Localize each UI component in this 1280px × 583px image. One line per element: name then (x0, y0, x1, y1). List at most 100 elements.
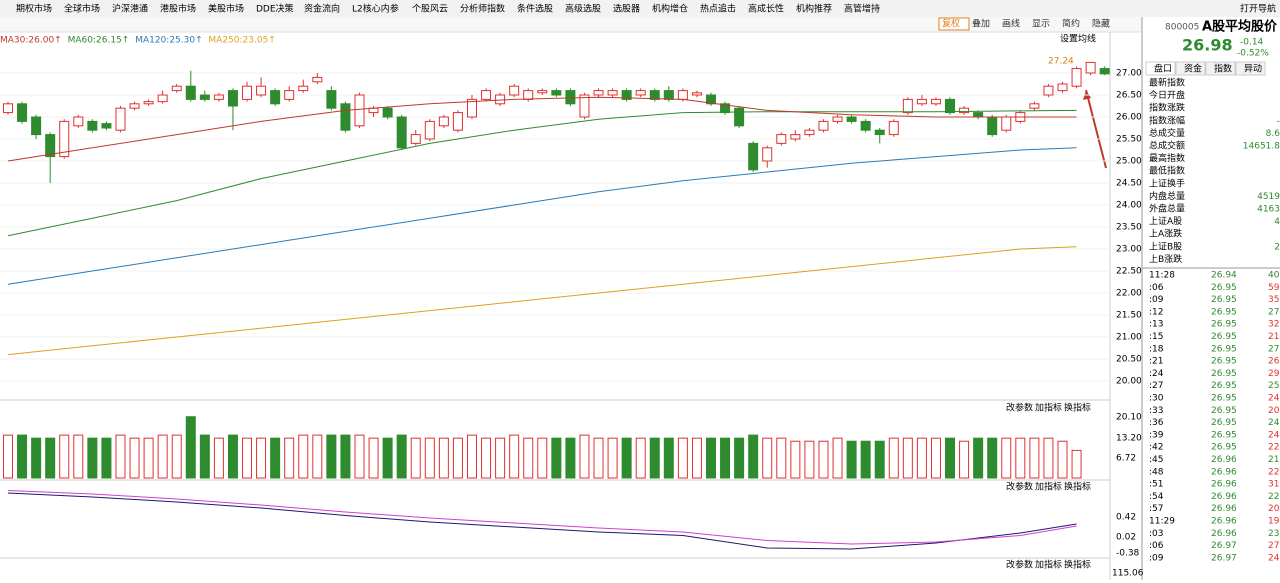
tab[interactable] (1145, 61, 1176, 76)
menu-item[interactable]: 选股器 (613, 3, 640, 15)
toolbar-button[interactable]: 显示 (1032, 19, 1050, 30)
tab-label[interactable]: 盘口 (1154, 63, 1172, 75)
macd-line (7, 490, 1077, 545)
ma-line (7, 246, 1077, 356)
volume-bar (115, 434, 126, 479)
menu-item[interactable]: 资金流向 (304, 3, 340, 15)
candle-body (382, 107, 393, 118)
menu-item[interactable]: 高管增持 (844, 3, 880, 15)
tab[interactable] (1235, 61, 1266, 76)
menu-item[interactable]: 港股市场 (160, 3, 196, 15)
volume-bar (284, 437, 295, 479)
toolbar-button[interactable]: 隐藏 (1092, 18, 1110, 30)
volume-bar (677, 437, 688, 479)
tab[interactable] (1205, 61, 1236, 76)
menu-item[interactable]: 高级选股 (565, 3, 601, 15)
tick-price: 26.96 (1211, 529, 1237, 539)
panel-button[interactable]: 加指标 (1035, 559, 1062, 571)
menu-item[interactable]: 高成长性 (748, 3, 784, 15)
volume-bar (199, 434, 210, 479)
menu-item[interactable]: 沪深港通 (112, 3, 148, 15)
tab[interactable] (1175, 61, 1206, 76)
menu-item[interactable]: 机构增仓 (652, 3, 688, 15)
info-label: 指数涨幅 (1149, 114, 1185, 126)
tick-volume: 209 (1268, 406, 1280, 416)
volume-bar (874, 440, 885, 479)
panel-button[interactable]: 换指标 (1064, 402, 1091, 414)
quote-price: 26.98 (1182, 36, 1233, 55)
menu-item[interactable]: 条件选股 (517, 3, 553, 15)
candle-body (73, 116, 84, 127)
price-label: 24.00 (1116, 201, 1142, 211)
volume-bar (720, 437, 731, 479)
tick-price: 26.96 (1211, 492, 1237, 502)
candle-body (959, 107, 970, 114)
toolbar-button[interactable]: 简约 (1062, 18, 1080, 30)
candle-body (284, 90, 295, 100)
panel-button[interactable]: 改参数 (1006, 559, 1033, 571)
tick-time: :03 (1149, 529, 1163, 539)
tab-label[interactable]: 资金 (1184, 63, 1202, 75)
tick-time: :51 (1149, 480, 1163, 490)
volume-bar (790, 440, 801, 479)
tick-time: :27 (1149, 381, 1163, 391)
volume-label: 20.10 (1116, 413, 1142, 423)
panel-button[interactable]: 换指标 (1064, 481, 1091, 493)
quote-change: -0.14 (1240, 38, 1264, 48)
toolbar-button[interactable]: 画线 (1002, 18, 1020, 30)
candle-body (495, 94, 506, 105)
volume-bar (354, 434, 365, 479)
info-label: 上B涨跌 (1149, 254, 1182, 265)
volume-bar (438, 437, 449, 479)
menu-item[interactable]: 机构推荐 (796, 3, 832, 15)
menu-item[interactable]: 全球市场 (64, 3, 100, 15)
toolbar-button[interactable]: 复权 (942, 18, 960, 30)
info-label: 上A涨跌 (1149, 229, 1182, 240)
menu-item[interactable]: 个股风云 (412, 4, 448, 15)
volume-bar (3, 434, 13, 479)
price-label: 22.50 (1116, 267, 1142, 277)
tick-time: 11:29 (1149, 517, 1175, 527)
tab-label[interactable]: 异动 (1244, 64, 1262, 75)
menu-item[interactable]: L2核心内参 (352, 3, 399, 15)
panel-button[interactable]: 改参数 (1006, 481, 1033, 493)
panel-button[interactable]: 加指标 (1035, 481, 1062, 493)
candle-body (945, 98, 956, 114)
ma-legend: MA120:25.30↑ (135, 36, 202, 46)
tab-label[interactable]: 指数 (1214, 63, 1232, 75)
menu-bar (0, 0, 1280, 17)
volume-bar (860, 440, 871, 479)
volume-bar (691, 437, 702, 479)
volume-bar (959, 440, 970, 479)
price-label: 20.00 (1116, 377, 1142, 387)
tick-price: 26.95 (1211, 283, 1237, 293)
menu-item[interactable]: 热点追击 (700, 3, 736, 15)
menu-item[interactable]: 分析师指数 (460, 3, 505, 15)
panel-button[interactable]: 加指标 (1035, 402, 1062, 414)
menu-right[interactable]: 打开导航 (1240, 3, 1276, 15)
price-label: 26.00 (1116, 113, 1142, 123)
panel-button[interactable]: 改参数 (1006, 402, 1033, 414)
tick-price: 26.96 (1211, 504, 1237, 514)
candle-body (987, 116, 998, 136)
tick-price: 26.95 (1211, 418, 1237, 428)
menu-item[interactable]: 美股市场 (208, 3, 244, 15)
info-label: 上证A股 (1149, 216, 1182, 227)
volume-bar (551, 437, 562, 479)
candle-body (466, 98, 477, 118)
volume-bar (593, 437, 604, 479)
toolbar-button[interactable]: 叠加 (972, 19, 990, 30)
volume-bar (579, 434, 590, 479)
candle-body (846, 116, 857, 122)
candle-body (621, 90, 632, 100)
toolbar-button[interactable] (938, 17, 970, 31)
info-label: 上证换手 (1149, 177, 1185, 189)
volume-bar (1029, 437, 1040, 479)
menu-item[interactable]: DDE决策 (256, 3, 294, 15)
tick-volume: 290 (1268, 369, 1280, 379)
menu-item[interactable]: 期权市场 (16, 3, 52, 15)
candle-body (734, 107, 745, 127)
panel-button[interactable]: 换指标 (1064, 559, 1091, 571)
ma-settings[interactable]: 设置均线 (1060, 33, 1096, 45)
